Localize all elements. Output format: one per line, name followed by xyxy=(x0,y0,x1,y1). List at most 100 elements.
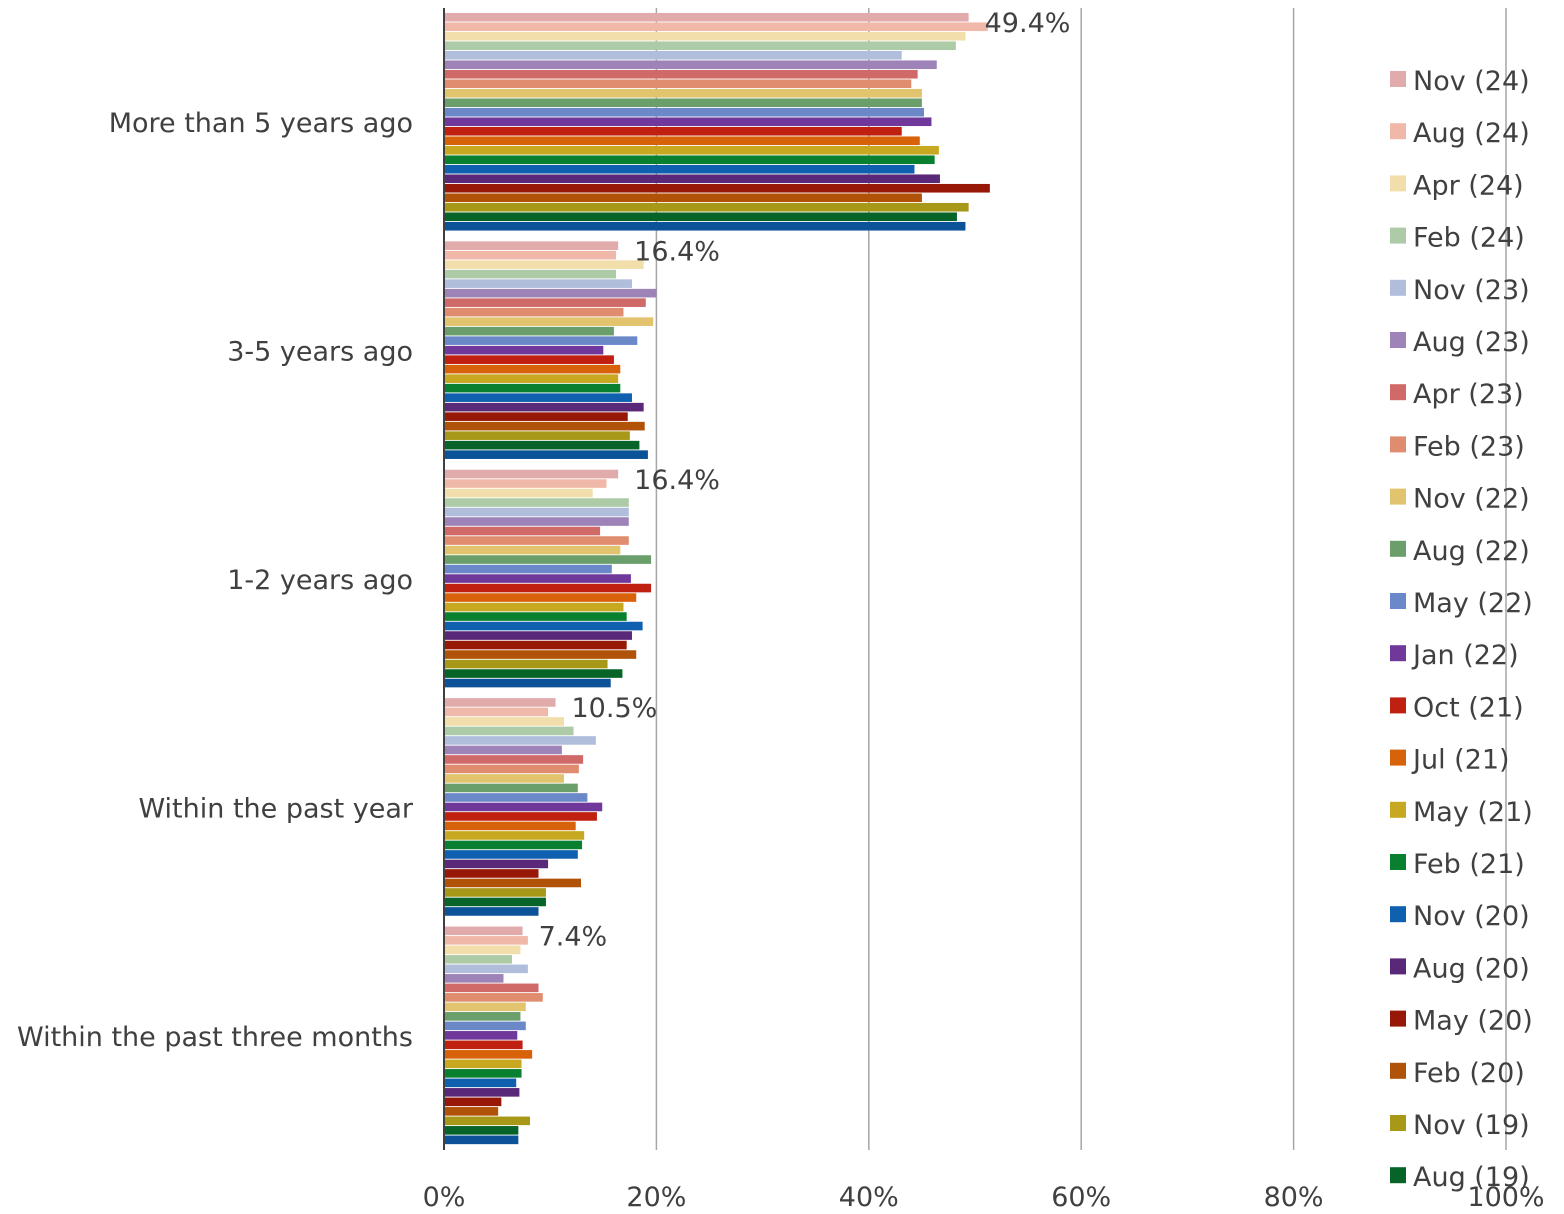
bar xyxy=(444,983,539,993)
bar xyxy=(444,79,912,89)
bar xyxy=(444,269,617,279)
bar xyxy=(444,1088,520,1097)
bar xyxy=(444,31,966,41)
bar xyxy=(444,612,627,621)
bar xyxy=(444,241,619,250)
bar xyxy=(444,878,581,888)
bar xyxy=(444,1012,521,1021)
bar xyxy=(444,117,932,127)
bar xyxy=(444,393,632,402)
legend-swatch-aug-20 xyxy=(1390,958,1406,975)
data-label: 7.4% xyxy=(539,922,608,953)
bar xyxy=(444,1040,523,1050)
bar xyxy=(444,802,603,812)
bar xyxy=(444,174,940,184)
legend-swatch-apr-24 xyxy=(1390,175,1406,192)
bar xyxy=(444,1069,522,1078)
bar xyxy=(444,907,539,916)
bar xyxy=(444,631,632,640)
bar xyxy=(444,98,922,108)
bar xyxy=(444,145,939,155)
bar xyxy=(444,440,640,450)
bar xyxy=(444,1107,499,1116)
bar xyxy=(444,345,604,355)
category-label: Within the past year xyxy=(138,793,413,824)
bar xyxy=(444,383,621,393)
bar xyxy=(444,307,624,317)
bar xyxy=(444,88,922,98)
category-label: Within the past three months xyxy=(17,1022,413,1053)
bar xyxy=(444,469,619,479)
legend-swatch-may-20 xyxy=(1390,1010,1406,1027)
bar xyxy=(444,564,612,574)
data-label: 49.4% xyxy=(985,8,1071,39)
bar xyxy=(444,850,578,859)
category-labels: More than 5 years ago 3-5 years ago 1-2 ye… xyxy=(17,108,414,1053)
category-label: 1-2 years ago xyxy=(227,565,413,596)
legend-swatch-nov-22 xyxy=(1390,488,1406,505)
bar xyxy=(444,840,583,850)
legend-label-nov-19: Nov (19) xyxy=(1413,1110,1530,1141)
legend-label-apr-24: Apr (24) xyxy=(1413,170,1524,201)
legend-label-feb-24: Feb (24) xyxy=(1413,223,1525,254)
bar xyxy=(444,717,565,726)
legend-swatch-feb-24 xyxy=(1390,227,1406,244)
bar xyxy=(444,402,644,412)
data-label: 16.4% xyxy=(634,465,720,496)
bar xyxy=(444,926,523,936)
legend-swatch-jul-21 xyxy=(1390,749,1406,766)
bar xyxy=(444,593,637,602)
bar xyxy=(444,374,619,383)
bar xyxy=(444,183,990,193)
bar xyxy=(444,326,614,336)
legend-label-apr-23: Apr (23) xyxy=(1413,379,1524,410)
bar xyxy=(444,498,629,507)
legend-label-aug-24: Aug (24) xyxy=(1413,118,1530,149)
legend-swatch-aug-23 xyxy=(1390,332,1406,348)
bar xyxy=(444,678,611,688)
legend-label-jul-21: Jul (21) xyxy=(1411,745,1510,776)
bar xyxy=(444,650,637,659)
legend-swatch-aug-24 xyxy=(1390,123,1406,140)
legend-label-oct-21: Oct (21) xyxy=(1413,692,1524,723)
bar xyxy=(444,1059,522,1069)
bars xyxy=(444,12,990,1145)
bar xyxy=(444,583,652,593)
bar xyxy=(444,479,607,488)
legend-label-feb-20: Feb (20) xyxy=(1413,1058,1525,1089)
bar xyxy=(444,136,920,146)
bar xyxy=(444,974,504,983)
legend-swatch-nov-23 xyxy=(1390,279,1406,296)
bar xyxy=(444,726,574,736)
x-tick-label: 0% xyxy=(423,1182,466,1213)
bar xyxy=(444,993,543,1002)
bar xyxy=(444,164,915,174)
bar xyxy=(444,507,629,517)
legend: Nov (24) Aug (24) Apr (24) Feb (24) Nov (23)… xyxy=(1390,66,1533,1193)
bar xyxy=(444,831,585,840)
legend-label-may-20: May (20) xyxy=(1413,1006,1533,1037)
legend-label-aug-19: Aug (19) xyxy=(1413,1162,1530,1193)
bar xyxy=(444,155,935,165)
bar xyxy=(444,1097,502,1107)
bar xyxy=(444,12,969,22)
bar xyxy=(444,450,648,459)
x-tick-label: 80% xyxy=(1264,1182,1324,1213)
bar xyxy=(444,193,922,203)
bar xyxy=(444,412,628,421)
legend-swatch-may-21 xyxy=(1390,801,1406,818)
bar xyxy=(444,488,593,498)
bar xyxy=(444,869,539,878)
bar xyxy=(444,431,630,440)
category-label: 3-5 years ago xyxy=(227,337,413,368)
bar xyxy=(444,126,902,136)
bar xyxy=(444,707,549,717)
bar xyxy=(444,783,578,793)
bar xyxy=(444,1021,526,1031)
bar xyxy=(444,659,608,669)
legend-swatch-feb-21 xyxy=(1390,854,1406,870)
legend-swatch-nov-24 xyxy=(1390,71,1406,87)
bar xyxy=(444,279,632,288)
bar xyxy=(444,60,937,70)
